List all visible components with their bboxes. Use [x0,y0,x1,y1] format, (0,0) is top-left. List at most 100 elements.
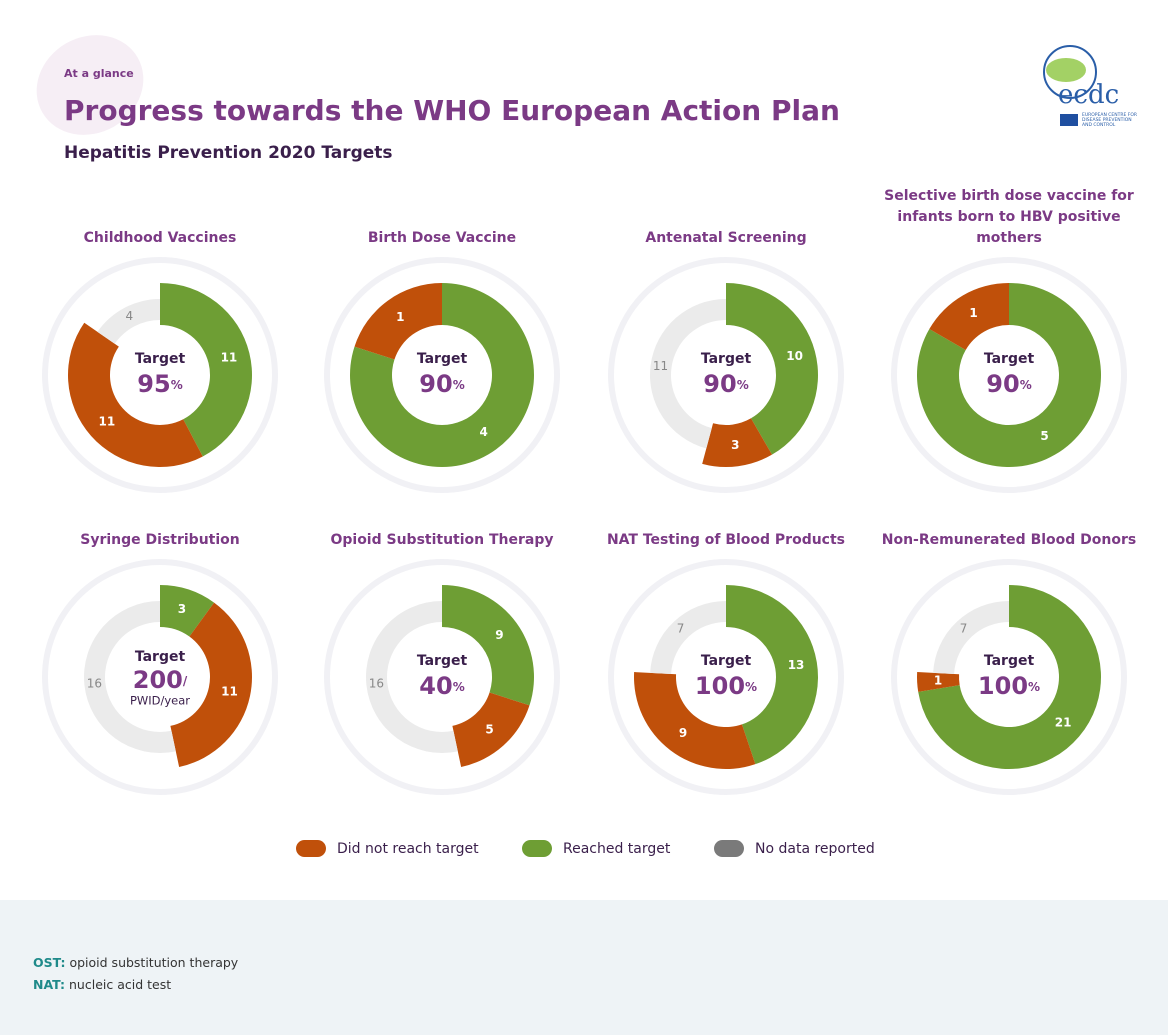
chart-title: Opioid Substitution Therapy [330,532,554,548]
header-blob [36,35,144,135]
target-label: Target [417,351,468,367]
donut-segment [726,585,818,765]
note: OST: opioid substitution therapy [33,955,238,970]
chart-title: Non-Remunerated Blood Donors [881,532,1137,548]
segment-label: 1 [396,310,404,324]
target-unit: % [453,378,465,392]
legend-label: Did not reach target [337,841,479,857]
segment-label: 7 [960,622,968,636]
segment-label: 7 [677,622,685,636]
segment-label: 11 [99,415,116,429]
donut-segment [634,672,756,769]
donut-segment [726,283,819,455]
segment-label: 11 [221,684,238,698]
logo-globe [1043,45,1097,99]
target-note: PWID/year [130,694,190,708]
logo-caption: EUROPEAN CENTRE FOR DISEASE PREVENTION A… [1082,113,1137,128]
logo-flag [1060,114,1078,126]
donut-segment [929,283,1009,350]
legend-swatch [296,840,326,857]
legend-label: No data reported [755,841,875,857]
legend-swatch [714,840,744,857]
donut-segment [160,585,215,637]
target-unit: % [453,680,465,694]
target-label: Target [701,351,752,367]
target-label: Target [135,351,186,367]
tag: At a glance [64,67,134,80]
donut-segment [650,601,726,675]
target-unit: / [183,674,188,688]
donut-segment [917,672,960,692]
note-text: opioid substitution therapy [69,955,239,970]
segment-label: 4 [480,425,488,439]
segment-label: 4 [126,309,134,323]
chart-title: Antenatal Screening [645,230,807,246]
segment-label: 5 [1040,429,1048,443]
logo-text: ecdc [1058,80,1120,110]
target-label: Target [135,649,186,665]
target-number: 100 [978,672,1028,700]
target-number: 90 [703,370,736,398]
legend-label: Reached target [563,841,671,857]
donut-segment [68,322,203,467]
donut-segment [350,283,534,467]
target-value: 90% [986,370,1031,398]
note-term: OST: [33,955,66,970]
note-term: NAT: [33,977,66,992]
target-value: 90% [419,370,464,398]
target-number: 95 [137,370,170,398]
segment-label: 21 [1055,715,1072,729]
segment-label: 1 [969,306,977,320]
target-label: Target [984,351,1035,367]
donut-segment [933,601,1009,675]
donut-segment [160,283,253,457]
donut-segment [917,283,1101,467]
target-label: Target [984,653,1035,669]
chart-title: NAT Testing of Blood Products [606,532,846,548]
segment-label: 3 [178,602,186,616]
target-unit: % [171,378,183,392]
donut-segment [354,283,442,360]
chart-title: Birth Dose Vaccine [367,230,517,246]
target-value: 40% [419,672,464,700]
note-text: nucleic acid test [69,977,172,992]
segment-label: 5 [485,722,493,736]
segment-label: 11 [653,359,668,373]
target-number: 90 [986,370,1019,398]
segment-label: 16 [369,676,384,690]
donut-segment [170,602,253,767]
segment-label: 9 [679,726,687,740]
subtitle: Hepatitis Prevention 2020 Targets [64,143,393,163]
donut-segment [442,585,534,706]
target-unit: % [1028,680,1040,694]
chart-title: Childhood Vaccines [83,230,237,246]
target-unit: % [745,680,757,694]
chart-title: Selective birth dose vaccine for infants… [884,188,1134,246]
donut-segment [649,299,726,449]
donut-segment [84,601,176,753]
target-label: Target [701,653,752,669]
donut-segment [452,692,530,767]
target-value: 200/ [133,666,188,694]
target-unit: % [737,378,749,392]
target-number: 90 [419,370,452,398]
segment-label: 1 [934,673,942,687]
note: NAT: nucleic acid test [33,977,171,992]
target-unit: % [1020,378,1032,392]
segment-label: 3 [731,438,739,452]
target-number: 40 [419,672,452,700]
segment-label: 16 [87,676,102,690]
target-value: 100% [695,672,757,700]
donut-segment [702,418,772,467]
segment-label: 13 [788,658,805,672]
target-number: 200 [133,666,183,694]
donut-segment [97,299,160,344]
segment-label: 11 [221,351,238,365]
logo-land [1046,58,1086,82]
target-value: 90% [703,370,748,398]
chart-title: Syringe Distribution [80,532,240,548]
target-value: 95% [137,370,182,398]
segment-label: 9 [495,628,503,642]
